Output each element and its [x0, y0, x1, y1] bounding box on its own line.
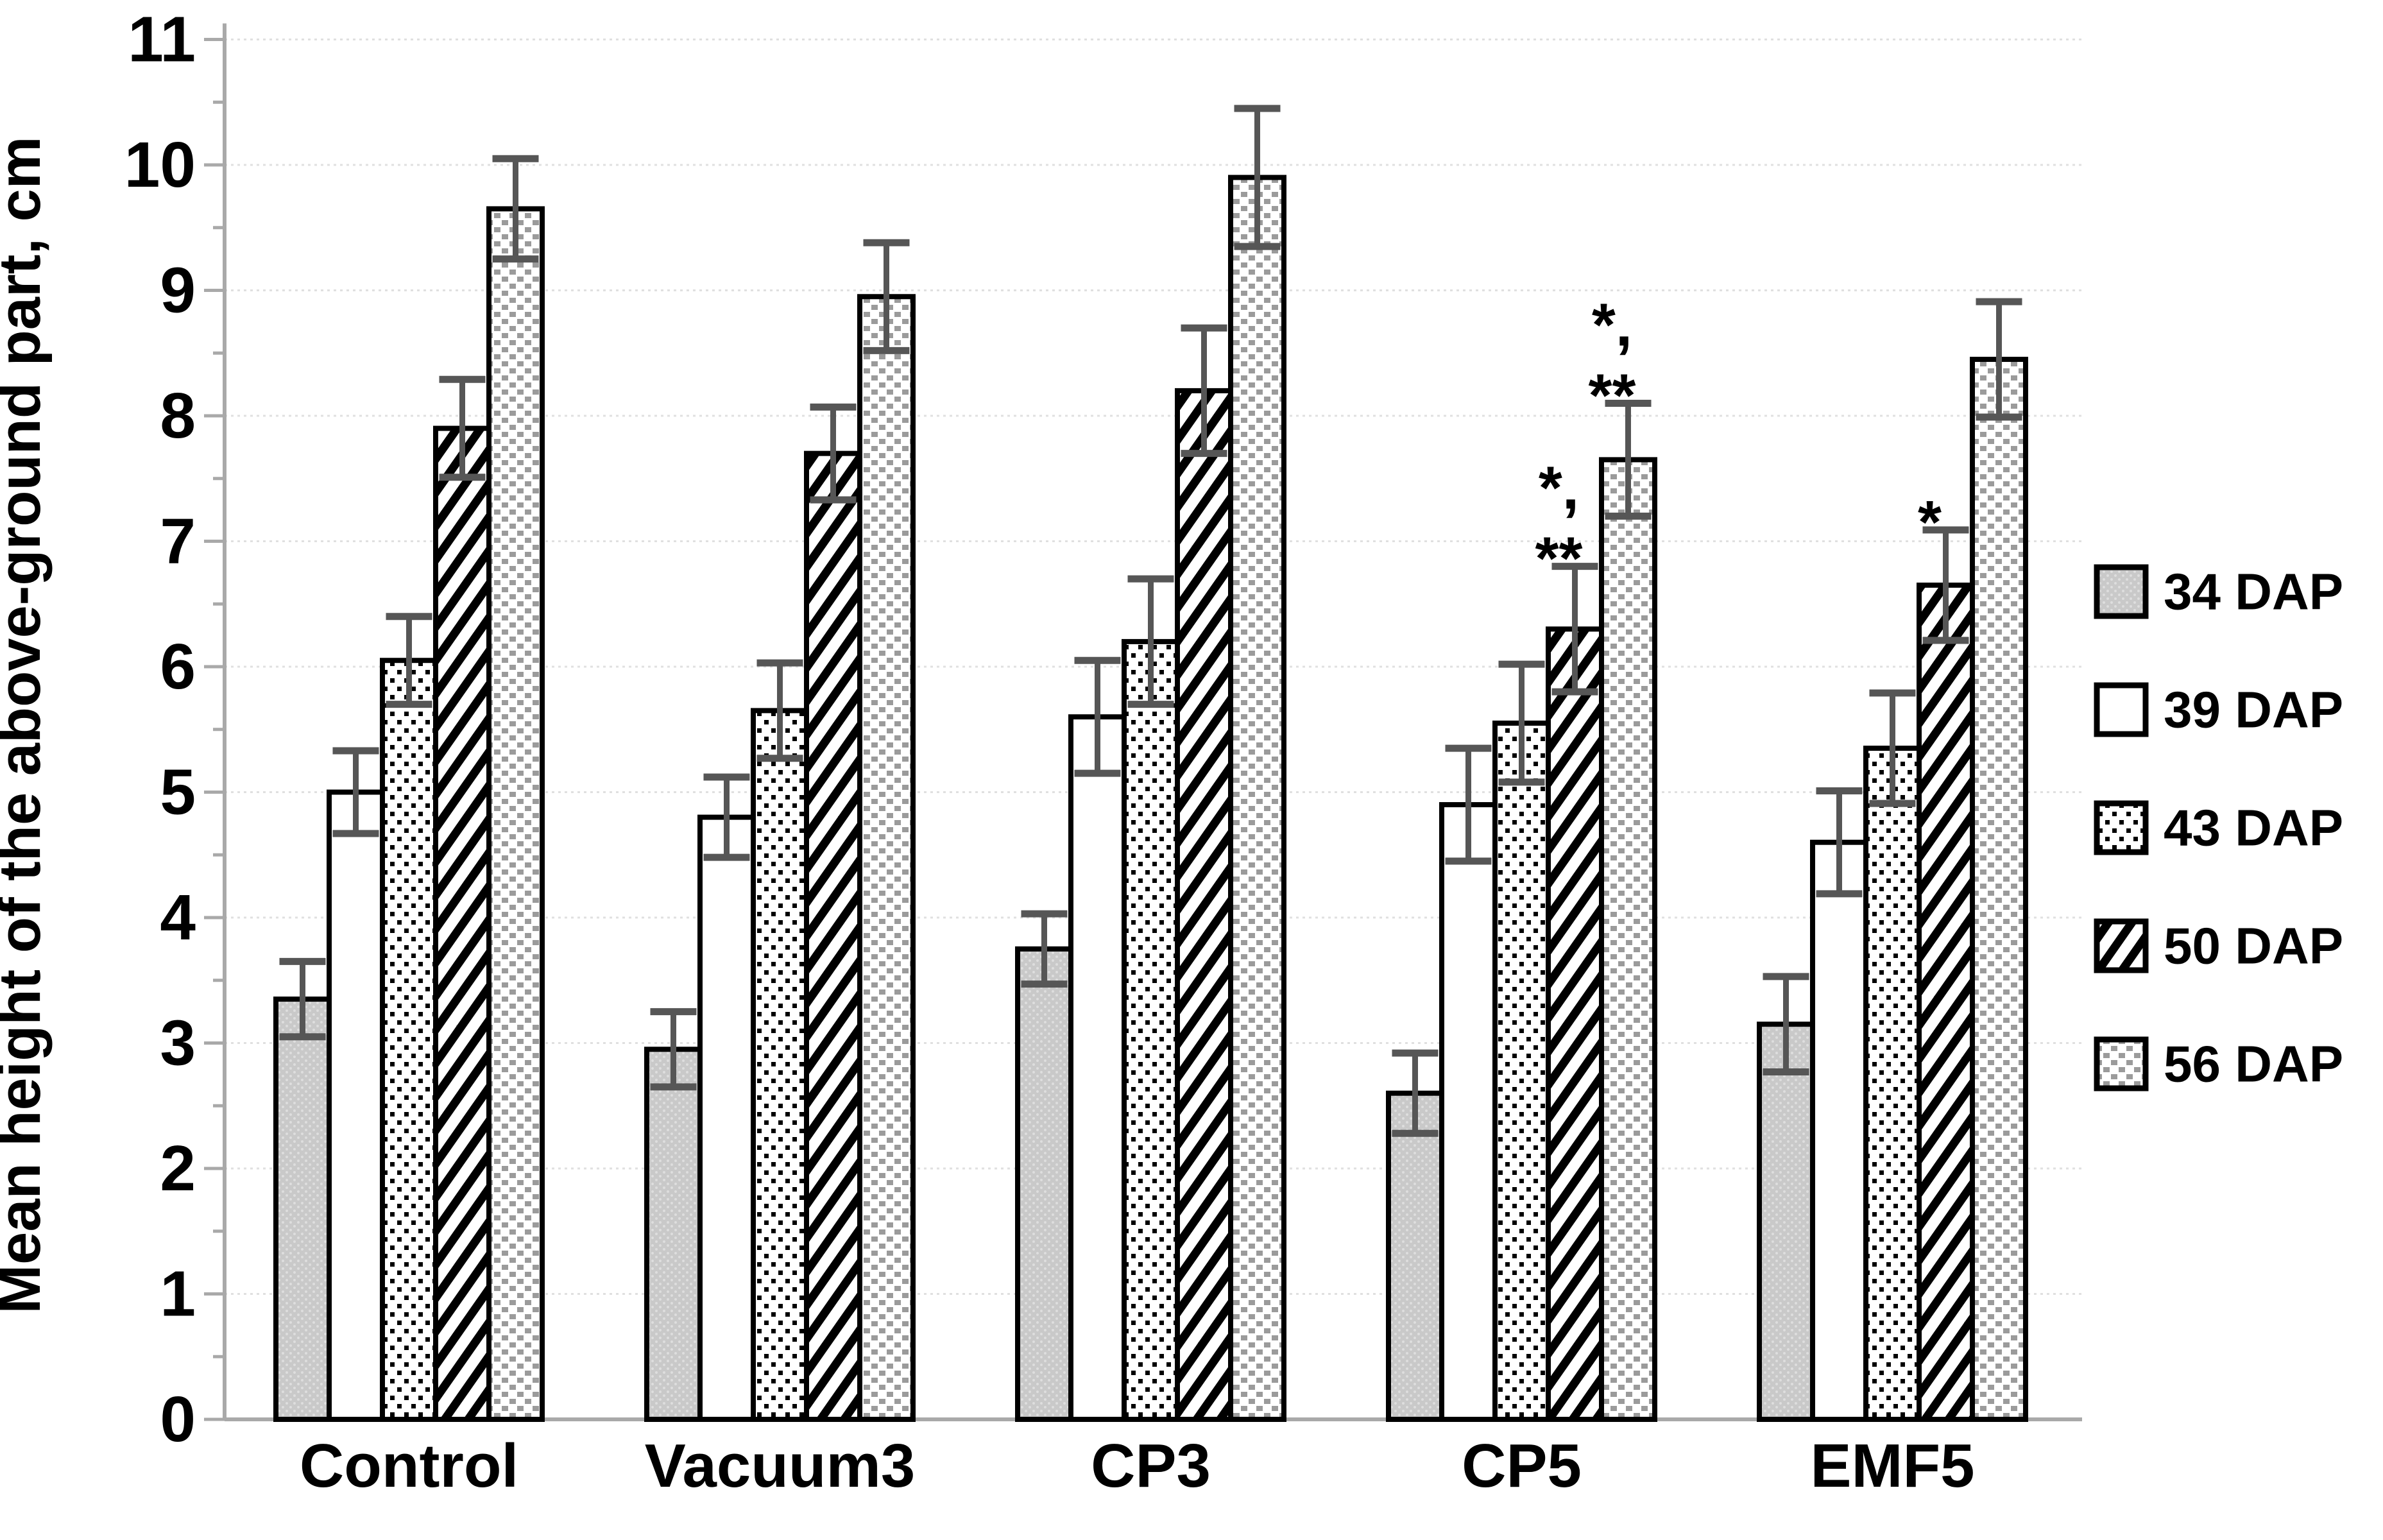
bar-34-dap-control: [273, 997, 332, 1422]
bar-56-dap-emf5: [1970, 357, 2028, 1422]
bar-50-dap-emf5: [1917, 582, 1975, 1422]
y-tick-label-6: 6: [160, 631, 196, 703]
error-bar-56-dap-vacuum3: [863, 239, 910, 354]
legend-item-50-dap: 50 DAP: [2094, 918, 2343, 975]
y-tick-label-5: 5: [160, 757, 196, 828]
error-bar-56-dap-cp3: [1234, 105, 1281, 250]
bar-39-dap-vacuum3: [697, 814, 756, 1422]
bar-39-dap-cp5: [1439, 802, 1498, 1423]
significance-annotation-emf5-50-dap: *: [1918, 488, 1942, 556]
y-tick-label-3: 3: [160, 1007, 196, 1079]
y-tick-label-1: 1: [160, 1258, 196, 1330]
error-bar-34-dap-cp5: [1392, 1049, 1439, 1137]
error-bar-39-dap-vacuum3: [703, 773, 750, 861]
significance-annotation-cp5-50-dap: **: [1535, 525, 1583, 593]
legend-label-56-dap: 56 DAP: [2164, 1036, 2343, 1093]
error-bar-56-dap-emf5: [1976, 298, 2022, 421]
error-bar-43-dap-control: [386, 613, 432, 708]
error-bar-43-dap-emf5: [1869, 689, 1916, 807]
bar-56-dap-vacuum3: [857, 294, 916, 1422]
y-tick-label-11: 11: [128, 4, 196, 76]
legend-label-50-dap: 50 DAP: [2164, 918, 2343, 975]
y-tick-label-2: 2: [160, 1133, 196, 1204]
legend-item-39-dap: 39 DAP: [2094, 681, 2343, 739]
error-bar-34-dap-cp3: [1021, 910, 1068, 988]
legend-item-34-dap: 34 DAP: [2094, 563, 2343, 620]
bar-34-dap-cp3: [1015, 946, 1073, 1422]
significance-annotation-cp5-56-dap: **: [1589, 361, 1636, 429]
y-tick-label-7: 7: [160, 506, 196, 578]
category-label-cp3: CP3: [1091, 1432, 1211, 1500]
error-bar-39-dap-control: [332, 747, 379, 837]
category-label-emf5: EMF5: [1810, 1432, 1974, 1500]
error-bar-50-dap-cp3: [1181, 324, 1227, 458]
bar-56-dap-cp3: [1228, 175, 1286, 1422]
error-bar-50-dap-vacuum3: [810, 403, 857, 504]
y-tick-label-9: 9: [160, 255, 196, 327]
legend-item-56-dap: 56 DAP: [2094, 1036, 2343, 1093]
bar-34-dap-vacuum3: [644, 1047, 703, 1422]
bar-50-dap-vacuum3: [804, 450, 862, 1422]
bar-39-dap-emf5: [1810, 839, 1868, 1422]
legend-swatch-34-dap: [2094, 564, 2149, 619]
bar-34-dap-cp5: [1386, 1090, 1444, 1422]
category-label-vacuum3: Vacuum3: [645, 1432, 916, 1500]
y-tick-label-4: 4: [160, 882, 196, 954]
bar-34-dap-emf5: [1757, 1022, 1815, 1423]
bar-43-dap-cp5: [1492, 720, 1551, 1422]
legend-swatch-43-dap: [2094, 800, 2149, 855]
error-bar-39-dap-cp3: [1074, 656, 1121, 777]
bar-50-dap-cp5: [1546, 626, 1604, 1422]
significance-annotation-cp5-50-dap: *,: [1539, 454, 1579, 522]
bar-50-dap-cp3: [1175, 388, 1233, 1422]
bar-43-dap-control: [380, 658, 438, 1422]
category-label-control: Control: [300, 1432, 518, 1500]
legend-label-39-dap: 39 DAP: [2164, 681, 2343, 739]
bar-56-dap-cp5: [1599, 457, 1657, 1422]
y-tick-label-0: 0: [160, 1383, 196, 1455]
error-bar-39-dap-cp5: [1445, 744, 1492, 865]
error-bar-34-dap-control: [279, 957, 326, 1041]
y-tick-label-10: 10: [124, 129, 196, 201]
legend-label-34-dap: 34 DAP: [2164, 563, 2343, 620]
error-bar-50-dap-emf5: [1922, 526, 1969, 644]
bar-39-dap-cp3: [1068, 714, 1127, 1422]
bar-39-dap-control: [327, 789, 385, 1422]
error-bar-43-dap-cp5: [1498, 660, 1545, 786]
error-bar-43-dap-cp3: [1127, 575, 1174, 708]
error-bar-39-dap-emf5: [1816, 787, 1863, 898]
legend-label-43-dap: 43 DAP: [2164, 800, 2343, 857]
error-bar-50-dap-cp5: [1551, 563, 1598, 696]
error-bar-34-dap-vacuum3: [650, 1008, 697, 1091]
y-tick-label-8: 8: [160, 380, 196, 452]
legend-swatch-50-dap: [2094, 918, 2149, 973]
bar-43-dap-vacuum3: [751, 708, 809, 1422]
bar-43-dap-cp3: [1122, 638, 1180, 1422]
significance-annotation-cp5-56-dap: *,: [1592, 291, 1632, 359]
plot-area: 0 1 2 3 4 5 6 7 8 9 10 11 Control Vacuum3 CP3 CP5 EMF5 *,…: [124, 4, 2343, 1501]
category-label-cp5: CP5: [1462, 1432, 1582, 1500]
error-bar-50-dap-control: [439, 375, 486, 481]
error-bar-56-dap-cp5: [1605, 399, 1652, 520]
y-axis-title: Mean height of the above-ground part, cm: [0, 137, 53, 1314]
legend-swatch-39-dap: [2094, 682, 2149, 737]
bar-56-dap-control: [486, 206, 545, 1422]
bar-50-dap-control: [433, 425, 491, 1422]
error-bar-43-dap-vacuum3: [756, 659, 803, 762]
legend-swatch-56-dap: [2094, 1036, 2149, 1091]
legend-item-43-dap: 43 DAP: [2094, 800, 2343, 857]
error-bar-34-dap-emf5: [1763, 973, 1809, 1075]
error-bar-56-dap-control: [492, 155, 539, 263]
bar-43-dap-emf5: [1863, 746, 1922, 1422]
